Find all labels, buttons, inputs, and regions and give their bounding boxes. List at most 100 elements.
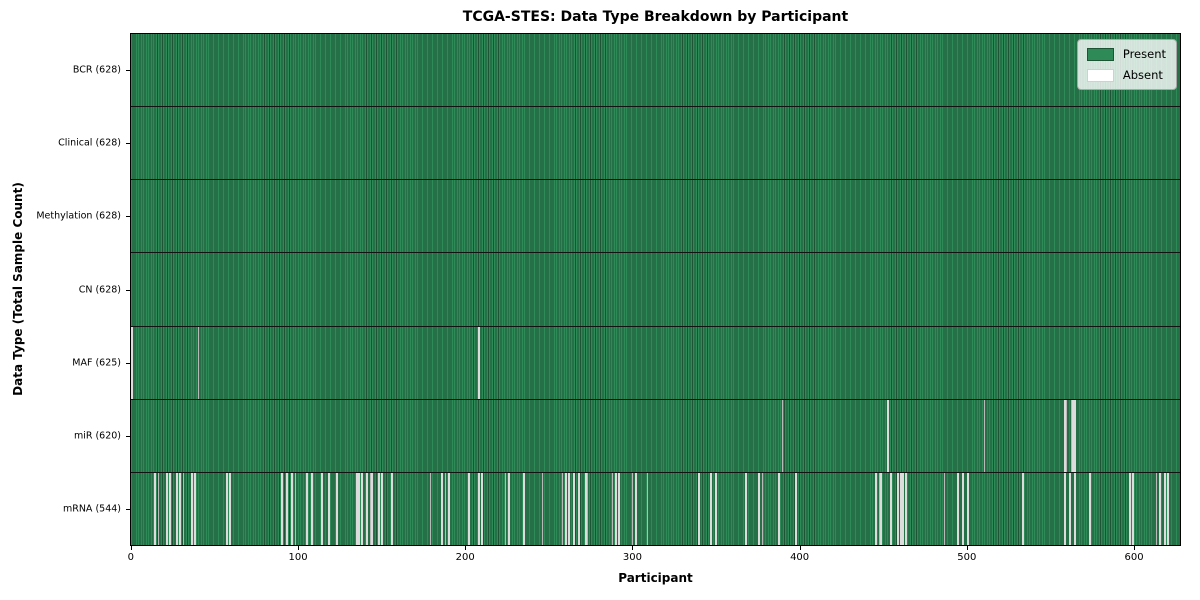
legend-swatch-present [1086,47,1114,61]
absent-stripe [157,472,160,545]
absent-stripe [1063,472,1066,545]
absent-stripe [631,472,634,545]
absent-stripe [179,472,182,545]
absent-stripe [1158,472,1161,545]
absent-stripe [182,472,185,545]
absent-stripe [573,472,575,545]
chart-title: TCGA-STES: Data Type Breakdown by Partic… [462,9,849,25]
absent-stripe [646,472,649,545]
row-mir [131,398,1180,472]
absent-stripe [781,399,784,472]
absent-stripe [311,472,313,545]
absent-stripe [336,472,338,545]
x-tick-mark [298,546,300,550]
y-tick-label-clinical: Clinical (628) [58,137,121,149]
absent-stripe [745,472,747,545]
absent-stripe [356,472,358,545]
absent-stripe [875,472,877,545]
legend-item-absent: Absent [1086,68,1166,82]
absent-stripe [618,472,620,545]
absent-stripe [878,472,881,545]
row-maf [131,325,1180,399]
x-tick-label: 200 [455,552,475,563]
absent-stripe [901,472,904,545]
x-tick-label: 0 [127,552,135,563]
row-methylation [131,179,1180,253]
absent-stripe [448,472,450,545]
absent-stripe [226,472,228,545]
x-tick-mark [130,546,132,550]
y-tick-label-methylation: Methylation (628) [36,210,121,222]
absent-stripe [886,399,889,472]
absent-stripe [758,472,761,545]
y-tick-labels: BCR (628) Clinical (628) Methylation (628)… [0,33,121,546]
absent-stripe [586,472,589,545]
absent-stripe [478,472,480,545]
absent-stripe [194,472,197,545]
absent-stripe [1070,399,1073,472]
x-axis-label: Participant [618,571,693,585]
absent-stripe [541,472,544,545]
absent-stripe [1068,472,1071,545]
absent-stripe [169,472,172,545]
absent-stripe [568,472,570,545]
y-tick-label-mir: miR (620) [73,430,121,442]
absent-stripe [441,472,444,545]
absent-stripe [905,472,907,545]
row-bcr [131,34,1180,107]
absent-stripe [508,472,510,545]
absent-stripe [943,472,946,545]
row-mrna [131,471,1180,545]
absent-stripe [715,472,717,545]
absent-stripe [229,472,232,545]
absent-stripe [381,472,383,545]
absent-stripe [197,326,200,399]
absent-stripe [321,472,323,545]
absent-stripe [391,472,393,545]
heatmap-rows [131,34,1180,545]
absent-stripe [614,472,617,545]
absent-stripe [1022,472,1024,545]
absent-stripe [369,472,372,545]
absent-stripe [523,472,525,545]
y-tick-label-maf: MAF (625) [72,357,121,369]
absent-stripe [291,472,293,545]
absent-stripe [377,472,380,545]
x-tick-mark [465,546,467,550]
absent-stripe [880,472,882,545]
absent-stripe [1088,472,1091,545]
plot-area [130,33,1181,546]
y-tick-label-mrna: mRNA (544) [62,503,121,515]
absent-stripe [1128,472,1131,545]
absent-stripe [371,472,373,545]
absent-stripe [281,472,283,545]
y-tick-mark [126,436,130,438]
row-cn [131,252,1180,326]
absent-stripe [166,472,168,545]
absent-stripe [366,472,368,545]
row-clinical [131,106,1180,180]
absent-stripe [890,472,892,545]
absent-stripe [962,472,964,545]
x-tick-mark [1134,546,1136,550]
legend-label-absent: Absent [1122,68,1163,82]
y-tick-mark [126,289,130,291]
absent-stripe [561,472,564,545]
y-tick-mark [126,69,130,71]
absent-stripe [1073,399,1076,472]
absent-stripe [131,326,133,399]
absent-stripe [504,472,507,545]
absent-stripe [698,472,701,545]
absent-stripe [1063,399,1066,472]
x-tick-mark [632,546,634,550]
legend-swatch-absent [1086,68,1114,82]
absent-stripe [983,399,986,472]
y-tick-mark [126,216,130,218]
y-tick-label-cn: CN (628) [78,284,121,295]
absent-stripe [634,472,637,545]
absent-stripe [429,472,432,545]
absent-stripe [327,472,330,545]
absent-stripe [154,472,157,545]
x-tick-label: 100 [288,552,308,563]
